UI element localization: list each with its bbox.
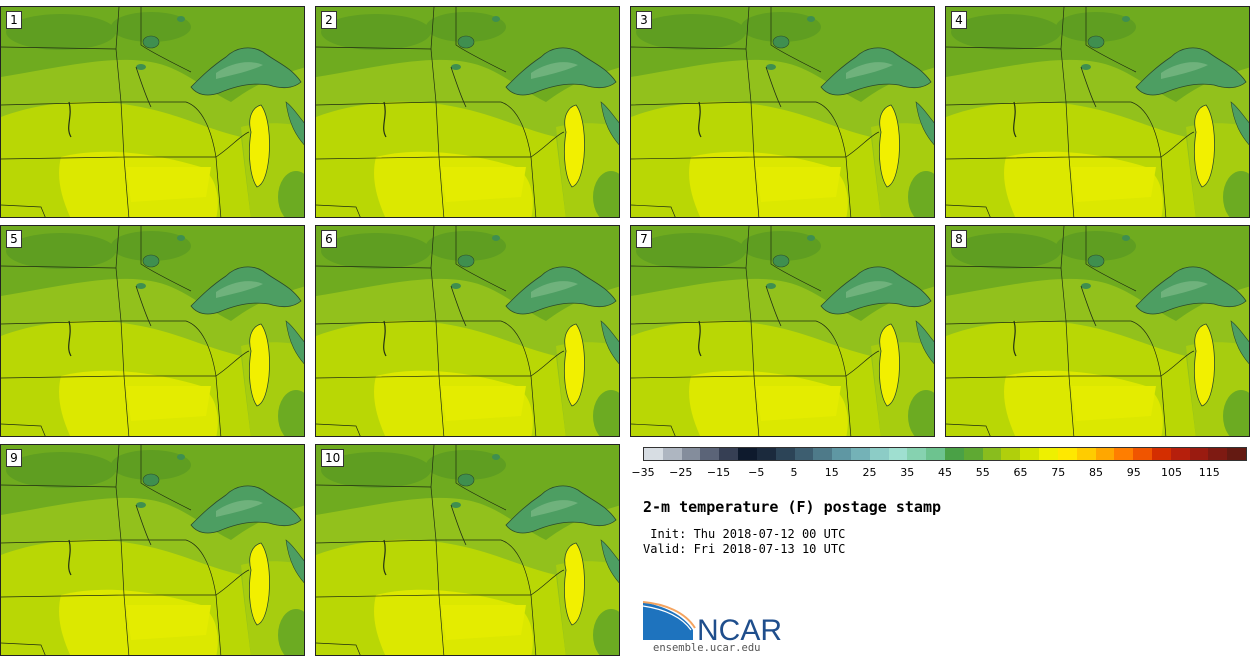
colorbar-swatch <box>832 448 851 460</box>
ncar-logo: NCAR <box>643 601 782 644</box>
postage-stamp-9: 9 <box>0 444 305 656</box>
temperature-map-2 <box>316 7 620 218</box>
stamp-number-5: 5 <box>6 230 22 248</box>
colorbar-tick-label: −25 <box>669 466 693 479</box>
temperature-map-3 <box>631 7 935 218</box>
postage-stamp-5: 5 <box>0 225 305 437</box>
stamp-number-8: 8 <box>951 230 967 248</box>
colorbar-swatch <box>662 448 682 460</box>
colorbar-ticks: −35 −25 −15 −5 5 15 25 35 45 55 65 75 85 95 105 115 <box>631 466 1247 480</box>
temperature-map-7 <box>631 226 935 437</box>
colorbar-swatch <box>869 448 889 460</box>
valid-time: Valid: Fri 2018-07-13 10 UTC <box>643 542 846 556</box>
colorbar-swatch <box>1227 448 1246 460</box>
temperature-map-10 <box>316 445 620 656</box>
colorbar-tick-label: 75 <box>1051 466 1066 479</box>
colorbar-swatch <box>794 448 814 460</box>
colorbar-swatch <box>982 448 1002 460</box>
colorbar-swatch <box>1151 448 1171 460</box>
colorbar-swatch <box>945 448 964 460</box>
colorbar-tick-label: 105 <box>1161 466 1182 479</box>
colorbar-swatch <box>813 448 833 460</box>
postage-stamp-8: 8 <box>945 225 1250 437</box>
stamp-number-2: 2 <box>321 11 337 29</box>
colorbar-tick-label: −35 <box>631 466 655 479</box>
stamp-number-10: 10 <box>321 449 345 467</box>
figure-title: 2-m temperature (F) postage stamp <box>643 498 942 516</box>
postage-stamp-2: 2 <box>315 6 620 218</box>
colorbar-tick-label: 55 <box>975 466 990 479</box>
colorbar-swatch <box>1001 448 1021 460</box>
colorbar-tick-label: 5 <box>790 466 798 479</box>
stamp-number-3: 3 <box>636 11 652 29</box>
colorbar-tick-label: 15 <box>824 466 839 479</box>
colorbar-swatch <box>719 448 739 460</box>
colorbar-swatch <box>700 448 720 460</box>
stamp-number-7: 7 <box>636 230 652 248</box>
colorbar-swatch <box>681 448 701 460</box>
temperature-map-8 <box>946 226 1250 437</box>
colorbar-tick-label: 25 <box>862 466 877 479</box>
colorbar-swatch <box>1208 448 1228 460</box>
colorbar-swatch <box>888 448 908 460</box>
init-time: Init: Thu 2018-07-12 00 UTC <box>643 527 846 541</box>
colorbar-tick-label: 65 <box>1013 466 1028 479</box>
colorbar-tick-label: −15 <box>706 466 731 479</box>
colorbar-tick-label: 45 <box>938 466 952 479</box>
colorbar-swatch <box>775 448 795 460</box>
colorbar-swatch <box>1039 448 1058 460</box>
colorbar-tick-label: 95 <box>1126 466 1141 479</box>
postage-stamp-4: 4 <box>945 6 1250 218</box>
postage-stamp-7: 7 <box>630 225 935 437</box>
ncar-logo-text: NCAR <box>697 614 782 644</box>
postage-stamp-10: 10 <box>315 444 620 656</box>
colorbar-swatch <box>1057 448 1077 460</box>
colorbar-swatch <box>963 448 983 460</box>
postage-stamp-6: 6 <box>315 225 620 437</box>
colorbar-tick-label: 35 <box>900 466 915 479</box>
colorbar-swatch <box>907 448 927 460</box>
colorbar-tick-label: 115 <box>1198 466 1220 479</box>
colorbar-swatch <box>738 448 757 460</box>
stamp-number-9: 9 <box>6 449 22 467</box>
temperature-colorbar <box>643 447 1247 461</box>
colorbar-tick-label: −5 <box>748 466 765 479</box>
stamp-number-1: 1 <box>6 11 22 29</box>
postage-stamp-3: 3 <box>630 6 935 218</box>
colorbar-swatch <box>1114 448 1134 460</box>
colorbar-swatch <box>1076 448 1096 460</box>
colorbar-swatch <box>644 448 663 460</box>
colorbar-swatch <box>756 448 776 460</box>
colorbar-swatch <box>1133 448 1152 460</box>
logo-url: ensemble.ucar.edu <box>653 642 761 654</box>
temperature-map-6 <box>316 226 620 437</box>
postage-stamp-1: 1 <box>0 6 305 218</box>
colorbar-swatch <box>1020 448 1040 460</box>
colorbar-swatch <box>850 448 870 460</box>
colorbar-swatch <box>926 448 945 460</box>
stamp-number-6: 6 <box>321 230 337 248</box>
colorbar-tick-label: 85 <box>1089 466 1103 479</box>
colorbar-swatch <box>1189 448 1209 460</box>
colorbar-swatch <box>1170 448 1190 460</box>
colorbar-swatch <box>1095 448 1115 460</box>
stamp-number-4: 4 <box>951 11 967 29</box>
temperature-map-1 <box>1 7 305 218</box>
temperature-map-9 <box>1 445 305 656</box>
temperature-map-5 <box>1 226 305 437</box>
temperature-map-4 <box>946 7 1250 218</box>
